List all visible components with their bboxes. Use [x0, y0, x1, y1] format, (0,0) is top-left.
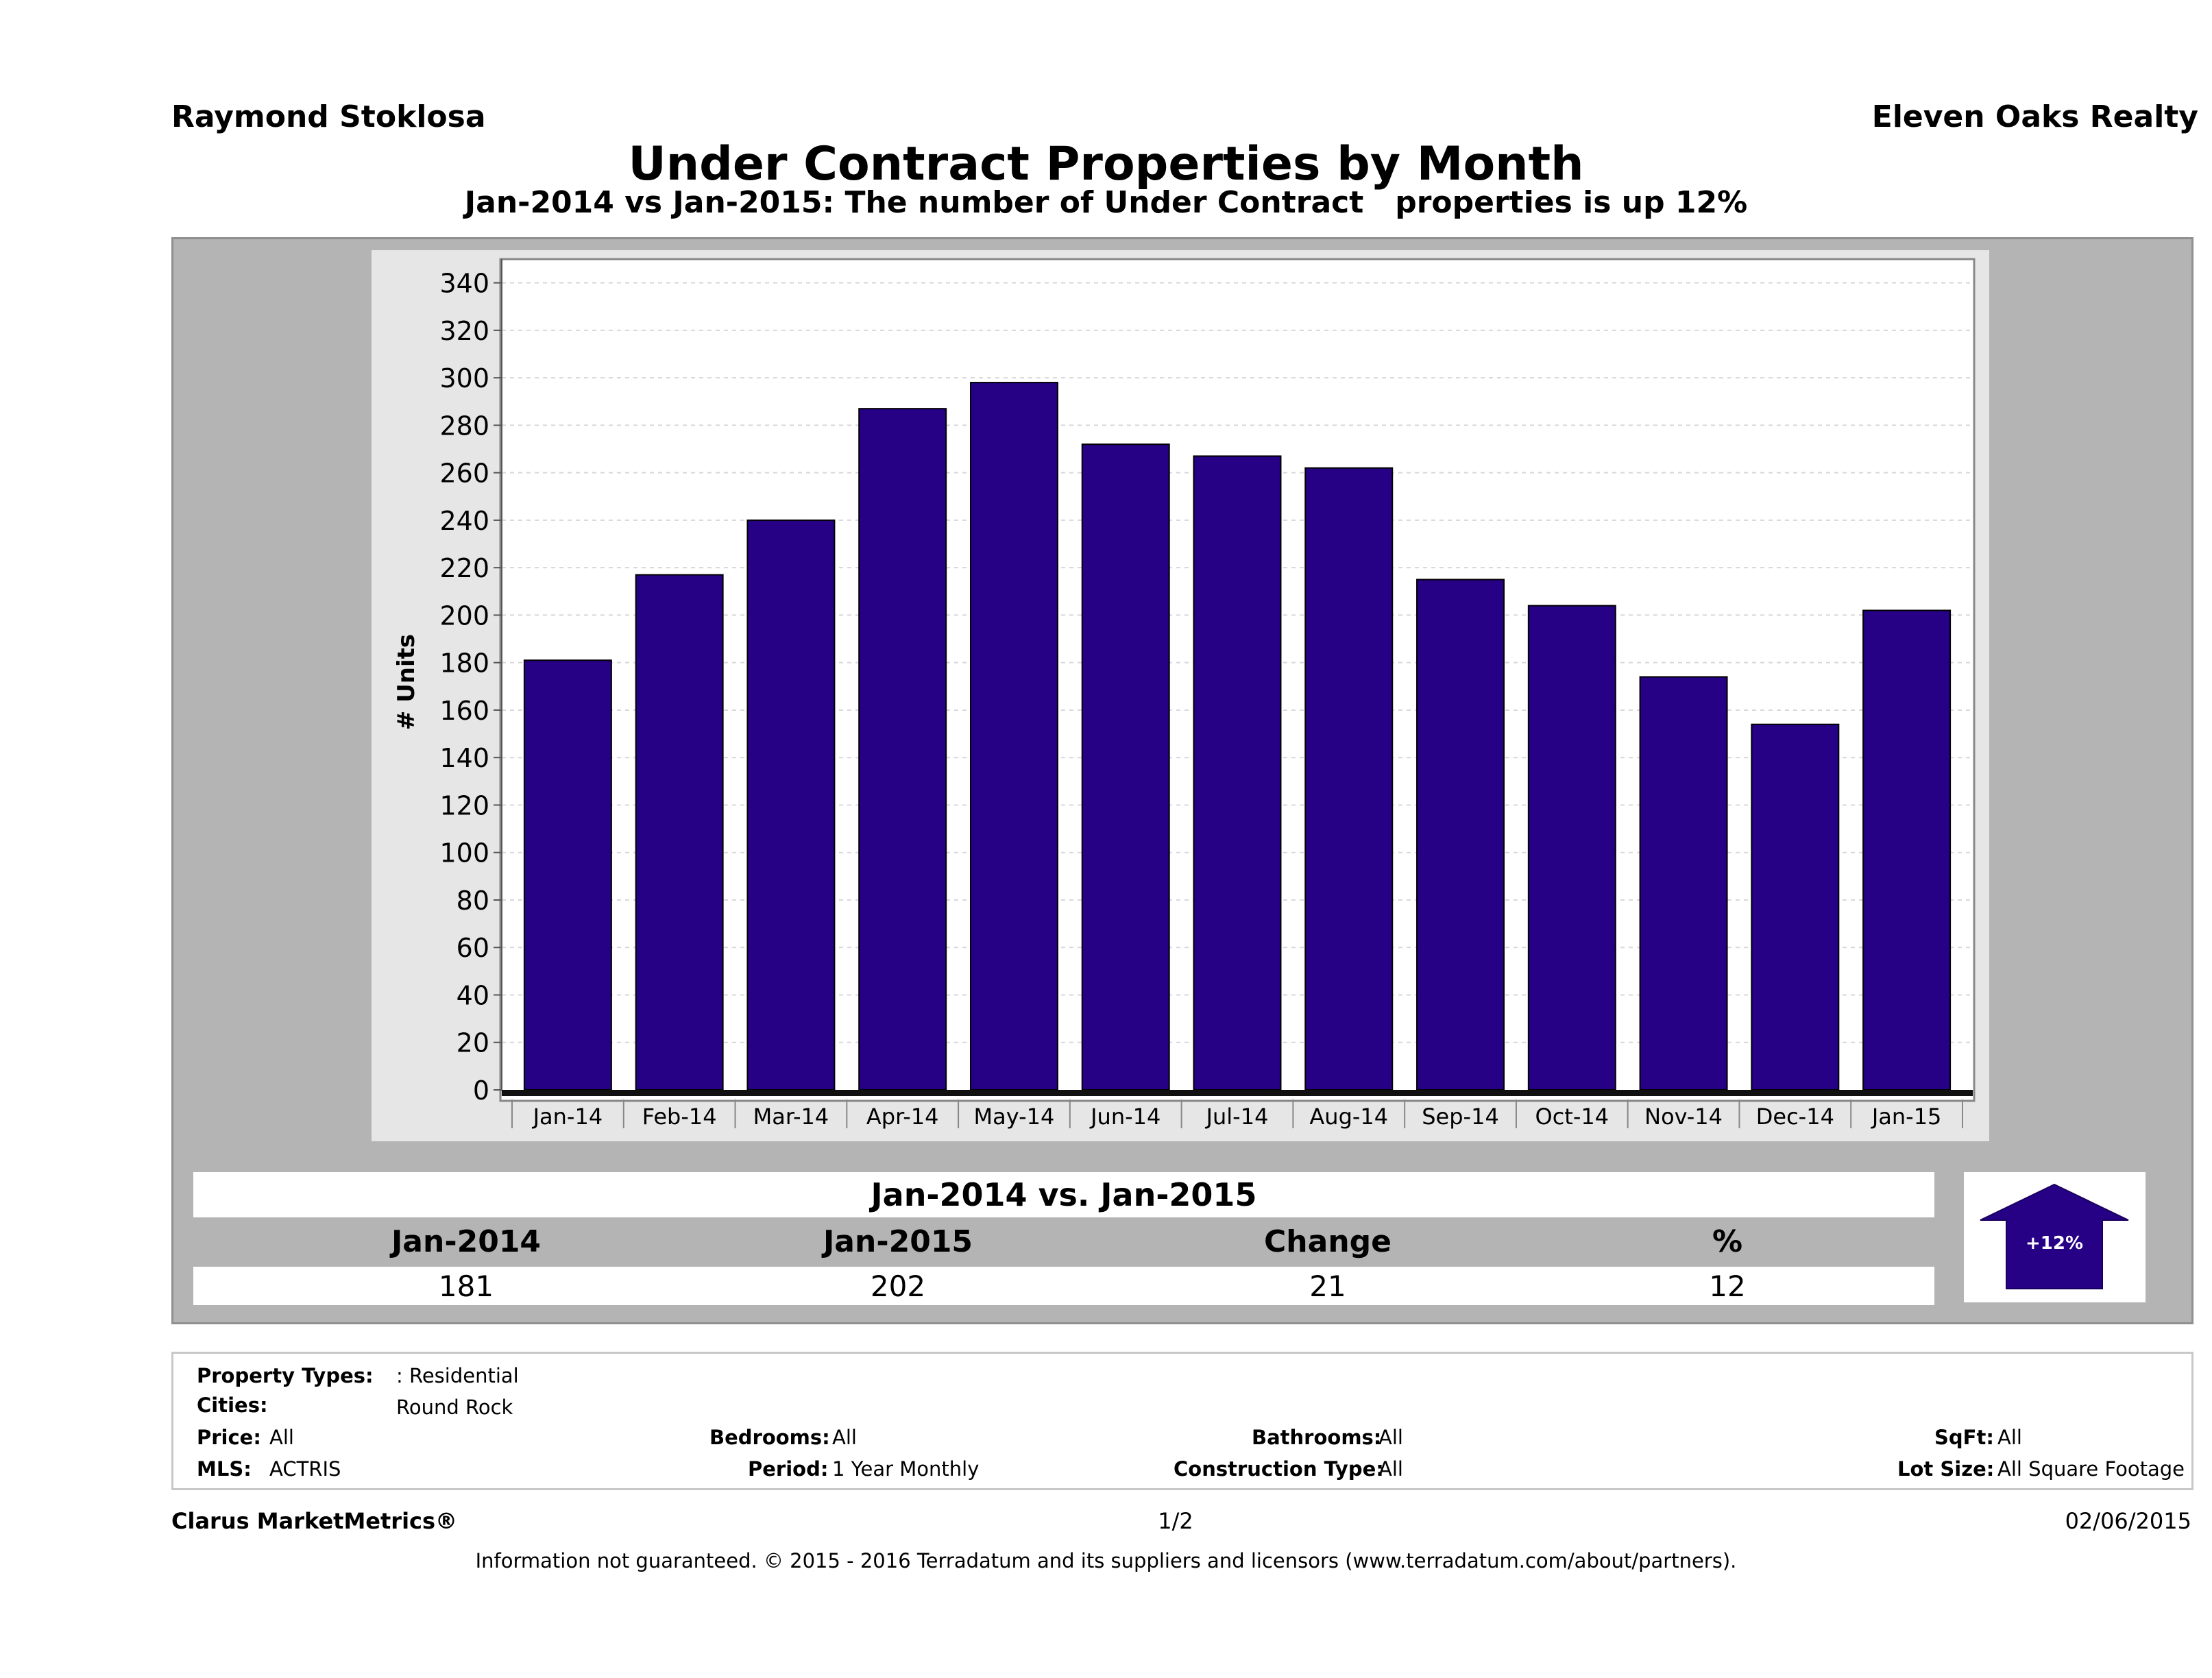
- y-tick-label: 140: [439, 743, 489, 773]
- y-tick-label: 100: [439, 838, 489, 868]
- comparison-labels-row: Jan-2014 Jan-2015 Change %: [193, 1221, 1934, 1264]
- property-types-label: Property Types:: [197, 1364, 374, 1387]
- x-tick-label: Feb-14: [642, 1104, 717, 1130]
- cities-label: Cities:: [197, 1394, 268, 1417]
- bar: [858, 408, 947, 1091]
- change-badge: +12%: [1964, 1172, 2146, 1302]
- bar: [1639, 676, 1728, 1091]
- chart-subtitle: Jan-2014 vs Jan-2015: The number of Unde…: [464, 185, 1748, 220]
- bar: [1862, 609, 1952, 1091]
- page-number: 1/2: [1158, 1508, 1193, 1534]
- comparison-value-end: 202: [870, 1269, 926, 1303]
- x-tick-label: Jun-14: [1089, 1104, 1160, 1130]
- x-tick-label: May-14: [974, 1104, 1055, 1130]
- sqft-value: All: [1997, 1426, 2022, 1449]
- agent-name: Raymond Stoklosa: [171, 99, 486, 134]
- comparison-value-change: 21: [1309, 1269, 1346, 1303]
- y-tick-label: 180: [439, 648, 489, 679]
- y-tick-label: 220: [439, 553, 489, 583]
- bars: [523, 382, 1952, 1091]
- bar: [523, 659, 612, 1091]
- bedrooms-value: All: [832, 1426, 857, 1449]
- period-label: Period:: [748, 1457, 829, 1481]
- product-name: Clarus MarketMetrics®: [171, 1508, 458, 1534]
- y-tick-label: 340: [439, 269, 489, 299]
- bar: [1193, 455, 1282, 1091]
- bedrooms-label: Bedrooms:: [709, 1426, 830, 1449]
- price-value: All: [269, 1426, 294, 1449]
- x-tick-label: Jul-14: [1205, 1104, 1269, 1130]
- x-tick-label: Oct-14: [1535, 1104, 1609, 1130]
- x-tick-label: Apr-14: [866, 1104, 939, 1130]
- comparison-label-end: Jan-2015: [823, 1224, 973, 1259]
- period-value: 1 Year Monthly: [832, 1457, 980, 1481]
- x-tick-label: Mar-14: [753, 1104, 829, 1130]
- bar: [635, 574, 724, 1091]
- cities-value: Round Rock: [396, 1396, 513, 1419]
- bar: [1304, 467, 1394, 1091]
- y-tick-label: 240: [439, 506, 489, 536]
- x-tick-label: Sep-14: [1422, 1104, 1499, 1130]
- construction-type-value: All: [1378, 1457, 1403, 1481]
- bar-chart: 0 20 40 60 80 100 120 140 160 180 200 220 240 260 280 3…: [393, 258, 1976, 1130]
- brokerage-name: Eleven Oaks Realty: [1871, 99, 2198, 134]
- up-arrow-icon: +12%: [1980, 1183, 2129, 1289]
- property-types-value: : Residential: [396, 1364, 519, 1387]
- disclaimer: Information not guaranteed. © 2015 - 201…: [475, 1549, 1737, 1572]
- bar: [1416, 579, 1505, 1091]
- lot-size-value: All Square Footage: [1997, 1457, 2185, 1481]
- y-tick-label: 280: [439, 411, 489, 441]
- price-label: Price:: [197, 1426, 261, 1449]
- bathrooms-value: All: [1378, 1426, 1403, 1449]
- comparison-title: Jan-2014 vs. Jan-2015: [871, 1176, 1257, 1213]
- bar: [1751, 723, 1840, 1091]
- search-criteria-box: [171, 1352, 2193, 1490]
- x-tick-label: Jan-15: [1871, 1104, 1942, 1130]
- y-tick-label: 120: [439, 790, 489, 820]
- comparison-header-bar: [193, 1172, 1934, 1217]
- x-tick-label: Dec-14: [1756, 1104, 1834, 1130]
- comparison-values-row: 181 202 21 12: [193, 1267, 1934, 1305]
- bar: [969, 382, 1058, 1091]
- mls-label: MLS:: [197, 1457, 252, 1481]
- report-date: 02/06/2015: [2065, 1508, 2191, 1534]
- y-tick-label: 320: [439, 316, 489, 346]
- bar: [1527, 605, 1616, 1091]
- x-tick-label: Aug-14: [1309, 1104, 1388, 1130]
- comparison-value-start: 181: [438, 1269, 494, 1303]
- y-tick-label: 200: [439, 600, 489, 631]
- y-tick-label: 0: [473, 1075, 489, 1106]
- comparison-label-change: Change: [1264, 1224, 1391, 1259]
- sqft-label: SqFt:: [1934, 1426, 1994, 1449]
- construction-type-label: Construction Type:: [1174, 1457, 1384, 1481]
- comparison-label-percent: %: [1712, 1224, 1743, 1259]
- y-tick-label: 40: [457, 980, 489, 1010]
- x-axis-line: [502, 1090, 1973, 1096]
- y-tick-label: 260: [439, 459, 489, 489]
- lot-size-label: Lot Size:: [1897, 1457, 1995, 1481]
- y-tick-label: 20: [457, 1028, 489, 1058]
- bathrooms-label: Bathrooms:: [1252, 1426, 1382, 1449]
- mls-value: ACTRIS: [269, 1457, 341, 1481]
- bar: [746, 519, 836, 1091]
- bar: [1081, 443, 1170, 1091]
- y-tick-label: 80: [457, 886, 489, 916]
- change-badge-label: +12%: [2026, 1233, 2083, 1254]
- chart-title: Under Contract Properties by Month: [628, 137, 1584, 191]
- y-tick-label: 60: [457, 933, 489, 963]
- y-tick-label: 160: [439, 696, 489, 726]
- y-tick-label: 300: [439, 363, 489, 393]
- axes: 0 20 40 60 80 100 120 140 160 180 200 220 240 260 280 3…: [439, 259, 1973, 1130]
- comparison-value-percent: 12: [1709, 1269, 1746, 1303]
- comparison-label-start: Jan-2014: [391, 1224, 542, 1259]
- y-axis-label: # Units: [393, 634, 420, 730]
- x-tick-label: Nov-14: [1644, 1104, 1723, 1130]
- x-tick-label: Jan-14: [532, 1104, 603, 1130]
